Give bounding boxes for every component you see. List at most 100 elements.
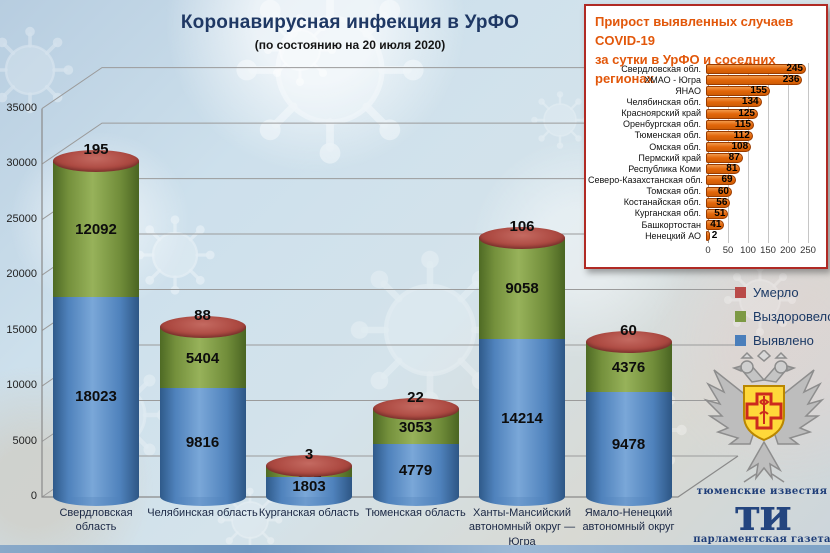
- inset-bar-value: 81: [726, 163, 738, 175]
- inset-row-label: Республика Коми: [628, 163, 701, 174]
- inset-axis-tick: 50: [722, 245, 734, 256]
- inset-gridline: [708, 63, 709, 243]
- inset-row-label: Курганская обл.: [634, 208, 701, 219]
- cylinder-cap-died: [53, 149, 139, 172]
- inset-gridline: [748, 63, 749, 243]
- inset-gridline: [788, 63, 789, 243]
- legend-item-died: Умерло: [735, 285, 799, 300]
- inset-bar: [706, 208, 729, 219]
- inset-row: Пермский край 87: [588, 152, 822, 164]
- newspaper-logo-bottom-text: парламентская газета: [693, 534, 830, 546]
- bar-value-detected: 9478: [611, 435, 646, 453]
- inset-chart: Прирост выявленных случаев COVID-19 за с…: [584, 4, 828, 269]
- inset-bar-value: 41: [710, 219, 722, 231]
- inset-bar: [706, 220, 725, 231]
- inset-title-line2: за сутки в УрФО и соседних регионах: [595, 51, 776, 86]
- inset-row-label: Ненецкий АО: [645, 230, 701, 241]
- inset-bar-wrap: 56: [706, 197, 822, 208]
- inset-bar: [706, 108, 758, 119]
- y-axis-label: 10000: [6, 379, 37, 392]
- rospotrebnadzor-eagle-logo: [703, 350, 825, 483]
- bar-segment-detected: 14214: [479, 339, 565, 497]
- inset-bar-value: 155: [750, 85, 767, 97]
- bar-column: 195 12092 18023: [53, 141, 139, 506]
- bar-segment-recovered: 5404: [159, 328, 246, 389]
- bar-value-detected: 1803: [292, 478, 326, 496]
- legend-swatch-died: [735, 287, 746, 298]
- bar-value-died: 106: [509, 217, 535, 235]
- inset-row-label: Северо-Казахстанская обл.: [588, 174, 703, 185]
- y-axis-label: 15000: [6, 323, 37, 336]
- x-axis-label: Свердловская область: [59, 507, 133, 534]
- inset-bar-wrap: 245: [706, 63, 822, 75]
- inset-chart-title: Прирост выявленных случаев COVID-19 за с…: [595, 13, 822, 88]
- inset-row: ХМАО - Югра 236: [588, 74, 822, 86]
- legend-label: Выздоровело: [753, 309, 830, 324]
- bar-value-detected: 9816: [185, 434, 220, 451]
- inset-row: Курганская обл. 51: [588, 208, 822, 219]
- inset-bar-wrap: 51: [706, 208, 822, 219]
- inset-bar-value: 51: [714, 207, 726, 219]
- bar-column: 88 5404 9816: [159, 307, 246, 506]
- inset-bar-wrap: 112: [706, 130, 822, 141]
- inset-bar-wrap: 41: [706, 219, 822, 231]
- cylinder-cap-died: [266, 455, 352, 478]
- inset-row-label: Тюменская обл.: [634, 130, 701, 141]
- inset-bar-value: 87: [728, 152, 740, 164]
- inset-row-label: Пермский край: [638, 152, 701, 163]
- inset-bar: [706, 86, 770, 97]
- y-axis-label: 5000: [12, 434, 37, 447]
- newspaper-logo: тюменские известия ти парламентская газе…: [693, 487, 830, 546]
- bar-segment-detected: 18023: [53, 296, 139, 497]
- legend-label: Умерло: [753, 285, 799, 300]
- inset-row-label: ЯНАО: [675, 85, 701, 96]
- bar-value-recovered: 3053: [398, 418, 433, 436]
- bar-value-died: 3: [304, 446, 314, 464]
- inset-bar: [706, 153, 743, 164]
- legend-item-detected: Выявлено: [735, 333, 814, 348]
- inset-axis-tick: 0: [705, 245, 711, 256]
- bar-segment-recovered: 12092: [53, 162, 139, 297]
- inset-row-label: Свердловская обл.: [621, 63, 701, 74]
- bar-value-detected: 18023: [75, 388, 117, 406]
- bar-value-recovered: 12092: [75, 221, 117, 239]
- inset-row: ЯНАО 155: [588, 85, 822, 97]
- inset-row-label: ХМАО - Югра: [644, 74, 701, 85]
- inset-bar-wrap: 87: [706, 152, 822, 164]
- inset-gridline: [768, 63, 769, 243]
- footer-strip: [0, 545, 830, 553]
- inset-bar-value: 2: [711, 230, 718, 242]
- inset-row: Томская обл. 60: [588, 186, 822, 197]
- inset-bar-wrap: 115: [706, 119, 822, 130]
- legend-swatch-detected: [735, 335, 746, 346]
- inset-bar-wrap: 108: [706, 141, 822, 153]
- inset-bar-value: 112: [733, 129, 750, 141]
- inset-bar: [706, 130, 753, 141]
- page-subtitle: (по состоянию на 20 июля 2020): [254, 38, 446, 52]
- inset-axis-tick: 250: [800, 245, 816, 256]
- bar-column: 60 4376 9478: [585, 322, 672, 506]
- legend-item-recovered: Выздоровело: [735, 309, 830, 324]
- inset-row-label: Красноярский край: [621, 108, 701, 119]
- inset-bar-wrap: 134: [706, 96, 822, 108]
- legend-label: Выявлено: [753, 333, 814, 348]
- inset-gridlines: [586, 6, 826, 267]
- bar-value-recovered: 9058: [505, 280, 539, 298]
- inset-row-label: Оренбургская обл.: [623, 119, 701, 130]
- inset-row: Республика Коми 81: [588, 163, 822, 175]
- inset-row: Ненецкий АО 2: [588, 230, 822, 242]
- bar-column: 38611803: [266, 446, 352, 506]
- inset-bar-wrap: 81: [706, 163, 822, 175]
- x-axis-label: Тюменская область: [365, 507, 466, 519]
- inset-bars: Свердловская обл. 245 ХМАО - Югра 236 ЯНАО 15…: [588, 63, 822, 242]
- inset-row-label: Омская обл.: [649, 141, 701, 152]
- inset-row: Свердловская обл. 245: [588, 63, 822, 75]
- inset-bar-wrap: 236: [706, 74, 822, 86]
- inset-bar: [706, 75, 803, 86]
- inset-axis-tick: 150: [760, 245, 776, 256]
- inset-bar-value: 108: [731, 141, 749, 153]
- inset-row: Костанайская обл. 56: [588, 197, 822, 208]
- inset-gridline: [808, 63, 809, 243]
- inset-bar-wrap: 2: [706, 230, 822, 242]
- bar-value-died: 60: [620, 322, 637, 340]
